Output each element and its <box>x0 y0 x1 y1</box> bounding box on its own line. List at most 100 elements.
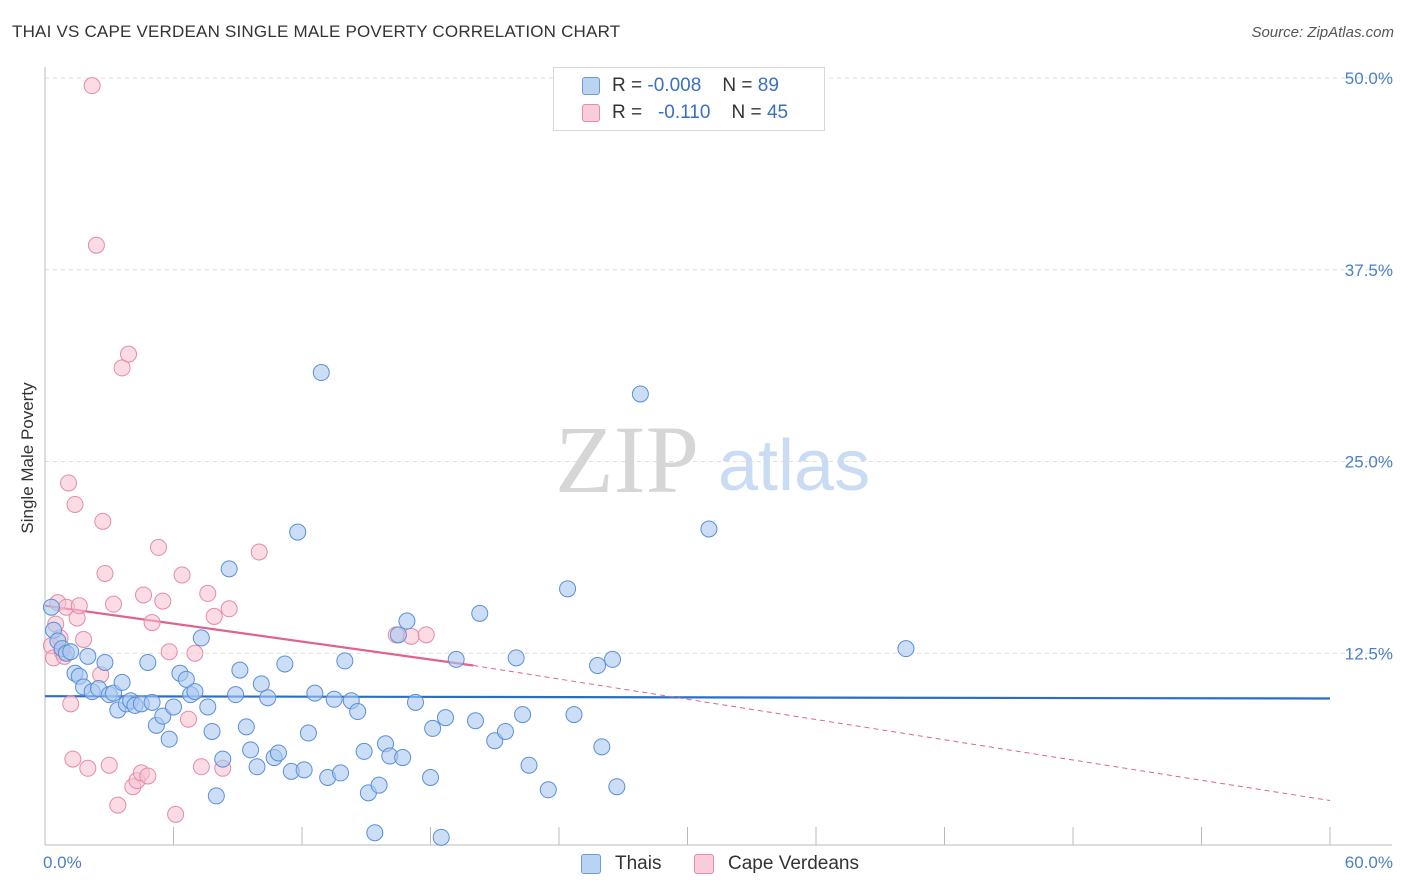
thai-point-38 <box>231 661 249 679</box>
thai-point-78 <box>507 649 525 667</box>
thai-point-26 <box>165 698 182 716</box>
cape-verdean-point-8 <box>60 474 78 492</box>
bottom-legend-cape-verdeans: Cape Verdeans <box>694 852 859 876</box>
thai-point-72 <box>436 709 454 727</box>
thai-point-31 <box>192 629 210 647</box>
thai-point-90 <box>897 640 915 658</box>
legend-r-value-thais: -0.008 <box>647 75 702 96</box>
cape-verdean-point-33 <box>154 592 172 610</box>
thai-point-55 <box>332 764 350 782</box>
cape-verdean-point-30 <box>139 767 157 785</box>
cape-verdean-point-32 <box>150 538 168 556</box>
thai-point-36 <box>220 560 238 578</box>
cape-verdean-point-44 <box>250 543 268 561</box>
cape-verdean-point-29 <box>135 586 153 604</box>
thai-point-33 <box>203 722 221 740</box>
thai-point-30 <box>186 683 204 701</box>
tick-labels: 12.5% 25.0% 37.5% 50.0% 0.0% 60.0% <box>43 69 1393 872</box>
thai-point-61 <box>366 824 384 842</box>
thais-legend-label: Thais <box>615 853 662 874</box>
thai-point-5 <box>62 643 80 661</box>
cape-verdean-point-13 <box>70 597 88 615</box>
thai-point-74 <box>466 712 484 730</box>
thai-point-12 <box>96 653 114 671</box>
thai-point-16 <box>113 673 131 691</box>
cape-verdeans-trend-line <box>44 604 474 667</box>
thai-point-45 <box>269 744 287 762</box>
chart-title: THAI VS CAPE VERDEAN SINGLE MALE POVERTY… <box>12 22 621 41</box>
trend-lines <box>44 604 1331 802</box>
legend-n-value-thais: 89 <box>757 75 779 96</box>
legend-row-cape-verdeans: R = -0.110 N = 45 <box>582 101 788 125</box>
thai-point-65 <box>389 626 407 644</box>
cape-verdean-point-41 <box>205 607 223 625</box>
cape-verdean-point-38 <box>186 644 204 662</box>
cape-verdean-point-37 <box>179 710 197 728</box>
cape-verdean-point-24 <box>113 359 131 377</box>
thais-trend-line <box>44 695 1331 700</box>
cape-verdean-point-31 <box>143 614 161 632</box>
thai-point-62 <box>370 776 388 794</box>
thai-point-25 <box>160 730 178 748</box>
bottom-legend-thais: Thais <box>581 852 661 876</box>
thai-point-41 <box>248 758 266 776</box>
axes <box>44 67 1392 846</box>
thai-point-49 <box>295 761 313 779</box>
cape-verdean-point-25 <box>120 345 138 363</box>
cape-verdeans-legend-label: Cape Verdeans <box>728 853 859 874</box>
cape-verdeans-legend-swatch <box>694 854 714 874</box>
thai-point-9 <box>79 647 97 665</box>
thai-point-43 <box>259 689 277 707</box>
cape-verdean-point-20 <box>96 564 114 582</box>
thai-point-71 <box>432 828 450 846</box>
thai-point-40 <box>242 741 260 759</box>
thai-point-73 <box>447 650 465 668</box>
thai-point-39 <box>237 718 255 736</box>
cape-verdean-point-39 <box>192 758 210 776</box>
source-label: Source: ZipAtlas.com <box>1251 24 1394 41</box>
thai-point-42 <box>252 675 270 693</box>
cape-verdean-point-47 <box>417 626 435 644</box>
cape-verdean-point-15 <box>79 759 97 777</box>
thai-point-66 <box>394 749 412 767</box>
cape-verdean-point-16 <box>83 77 101 95</box>
cape-verdean-points <box>42 77 435 823</box>
y-tick-label-2: 37.5% <box>1345 261 1393 280</box>
cape-verdean-point-43 <box>220 600 238 618</box>
watermark-atlas: atlas <box>718 426 870 506</box>
cape-verdean-point-21 <box>100 756 118 774</box>
legend-r-label: R = <box>612 75 643 96</box>
thai-point-70 <box>424 719 442 737</box>
thai-point-37 <box>227 686 245 704</box>
thai-point-69 <box>422 769 439 787</box>
thai-point-81 <box>539 781 557 799</box>
cape-verdean-point-14 <box>75 630 93 648</box>
cape-verdean-point-9 <box>62 695 80 713</box>
thai-point-83 <box>565 706 583 724</box>
legend-n-label: N = <box>722 75 753 96</box>
thai-point-35 <box>214 750 232 768</box>
thai-point-82 <box>559 580 577 598</box>
thai-point-80 <box>520 756 538 774</box>
thai-point-68 <box>407 693 425 711</box>
cape-verdean-point-23 <box>109 796 127 814</box>
thai-point-86 <box>604 650 622 668</box>
thai-point-75 <box>471 604 489 622</box>
thai-point-50 <box>299 724 317 742</box>
cape-verdean-point-19 <box>94 512 112 530</box>
cape-verdean-point-40 <box>199 584 217 602</box>
legend-r-value-cape: -0.110 <box>657 102 711 123</box>
cape-verdean-point-10 <box>64 750 82 768</box>
thai-point-22 <box>143 693 161 711</box>
thai-point-51 <box>306 684 324 702</box>
cape-verdean-point-11 <box>66 495 84 513</box>
cape-verdean-point-34 <box>160 643 178 661</box>
legend-row-thais: R = -0.008 N = 89 <box>582 74 779 98</box>
thai-point-54 <box>325 690 343 708</box>
cape-verdean-point-17 <box>87 236 105 254</box>
thais-legend-swatch <box>581 854 601 874</box>
y-tick-label-1: 25.0% <box>1345 453 1393 472</box>
thai-point-87 <box>608 778 626 796</box>
thai-point-52 <box>312 364 330 382</box>
